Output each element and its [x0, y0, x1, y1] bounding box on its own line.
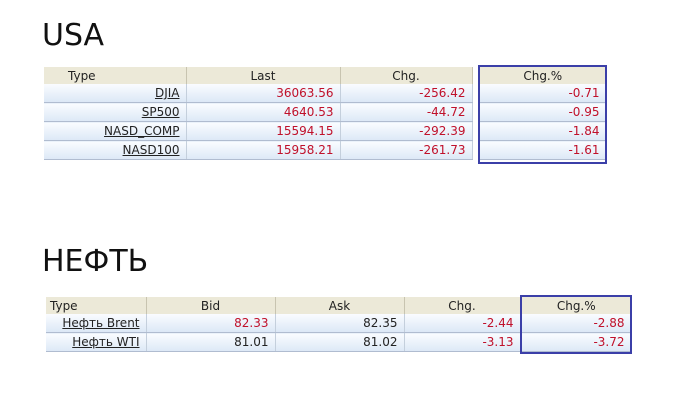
type-cell: Нефть WTI: [46, 332, 147, 352]
spacer: [472, 121, 480, 141]
data-row: NASD100 15958.21 -261.73 -1.61: [44, 140, 607, 160]
value-cell: -2.88: [522, 314, 632, 333]
value-cell: 82.35: [275, 314, 405, 333]
value-cell: -256.42: [340, 84, 473, 103]
instrument-link[interactable]: NASD_COMP: [104, 124, 180, 138]
header-row: Type Last Chg. Chg.%: [44, 67, 607, 84]
spacer: [472, 84, 480, 103]
value-cell: -1.61: [480, 140, 607, 160]
column-header: Type: [44, 67, 187, 84]
column-header: Chg.%: [522, 297, 632, 314]
section-title: НЕФТЬ: [42, 244, 149, 279]
value-cell: -3.13: [404, 332, 521, 352]
value-cell: -3.72: [522, 332, 632, 352]
type-cell: DJIA: [44, 84, 187, 103]
data-row: Нефть Brent 82.33 82.35 -2.44 -2.88: [46, 314, 632, 333]
instrument-link[interactable]: Нефть WTI: [72, 335, 140, 349]
value-cell: 4640.53: [186, 102, 341, 122]
data-row: SP500 4640.53 -44.72 -0.95: [44, 102, 607, 122]
data-row: DJIA 36063.56 -256.42 -0.71: [44, 84, 607, 103]
value-cell: 82.33: [146, 314, 276, 333]
value-cell: -0.95: [480, 102, 607, 122]
highlight-box: [478, 65, 607, 164]
value-cell: 36063.56: [186, 84, 341, 103]
column-header: Chg.: [340, 67, 473, 84]
instrument-link[interactable]: Нефть Brent: [62, 316, 140, 330]
value-cell: -1.84: [480, 121, 607, 141]
value-cell: -261.73: [340, 140, 473, 160]
spacer: [472, 67, 480, 84]
type-cell: Нефть Brent: [46, 314, 147, 333]
quotes-table: Type Last Chg. Chg.% DJIA 36063.56 -256.42 -0.7…: [44, 67, 607, 160]
type-cell: SP500: [44, 102, 187, 122]
value-cell: 81.01: [146, 332, 276, 352]
highlight-box: [520, 295, 632, 354]
value-cell: -2.44: [404, 314, 521, 333]
instrument-link[interactable]: NASD100: [122, 143, 180, 157]
type-cell: NASD_COMP: [44, 121, 187, 141]
column-header: Chg.: [404, 297, 521, 314]
instrument-link[interactable]: DJIA: [154, 86, 180, 100]
column-header: Chg.%: [480, 67, 607, 84]
value-cell: -44.72: [340, 102, 473, 122]
column-header: Last: [186, 67, 341, 84]
value-cell: 15958.21: [186, 140, 341, 160]
value-cell: -292.39: [340, 121, 473, 141]
column-header: Type: [46, 297, 147, 314]
spacer: [472, 102, 480, 122]
section-title: USA: [42, 18, 105, 53]
header-row: Type Bid Ask Chg. Chg.%: [46, 297, 632, 314]
value-cell: 81.02: [275, 332, 405, 352]
quotes-table: Type Bid Ask Chg. Chg.% Нефть Brent 82.33 82.35…: [46, 297, 632, 352]
data-row: NASD_COMP 15594.15 -292.39 -1.84: [44, 121, 607, 141]
instrument-link[interactable]: SP500: [141, 105, 180, 119]
column-header: Bid: [146, 297, 276, 314]
data-row: Нефть WTI 81.01 81.02 -3.13 -3.72: [46, 332, 632, 352]
spacer: [472, 140, 480, 160]
value-cell: 15594.15: [186, 121, 341, 141]
type-cell: NASD100: [44, 140, 187, 160]
column-header: Ask: [275, 297, 405, 314]
